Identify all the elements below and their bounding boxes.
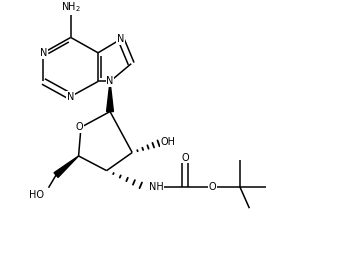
Polygon shape	[54, 156, 79, 177]
Text: N: N	[106, 76, 114, 86]
Text: HO: HO	[29, 189, 44, 199]
Text: N: N	[40, 48, 47, 58]
Text: O: O	[181, 153, 189, 163]
Text: O: O	[75, 122, 83, 132]
Polygon shape	[107, 81, 114, 112]
Text: N: N	[67, 92, 74, 102]
Text: N: N	[117, 34, 125, 44]
Text: NH$_2$: NH$_2$	[61, 0, 81, 14]
Text: O: O	[209, 182, 216, 192]
Text: NH: NH	[149, 182, 164, 192]
Text: OH: OH	[161, 137, 176, 146]
